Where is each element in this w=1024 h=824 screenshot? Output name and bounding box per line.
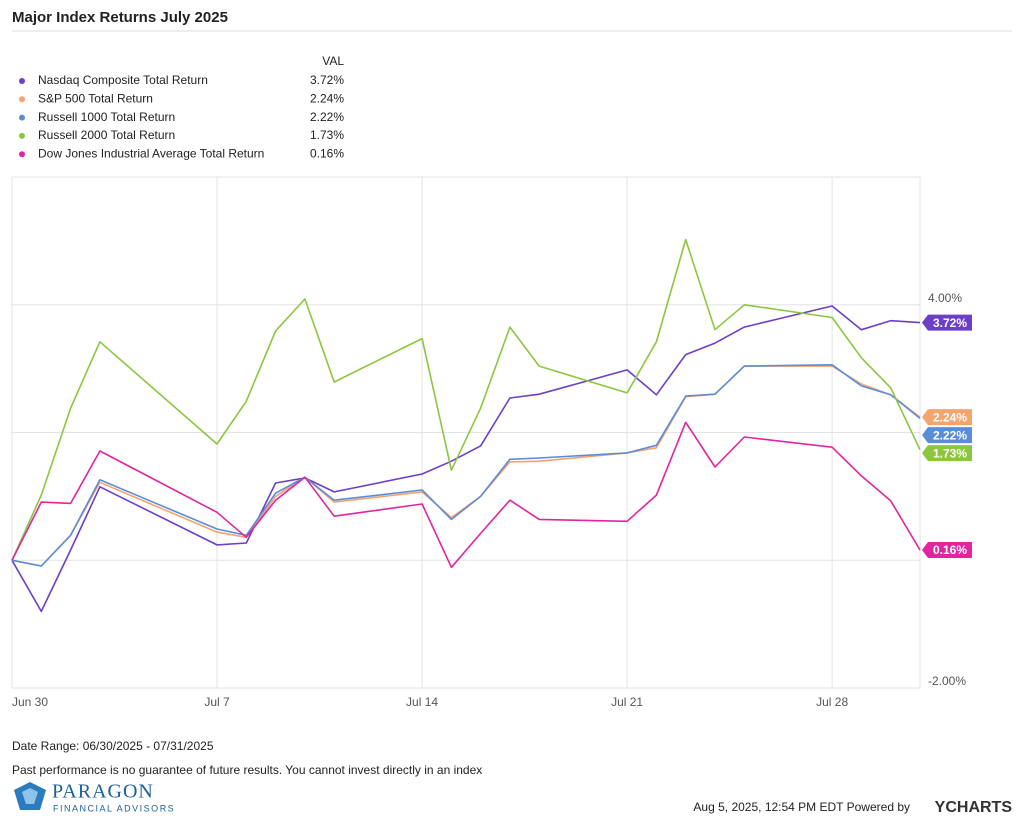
- value-tag: [922, 314, 972, 331]
- series-line: [11, 305, 921, 613]
- legend-marker: [19, 78, 25, 84]
- timestamp: Aug 5, 2025, 12:54 PM EDT Powered by: [693, 800, 910, 814]
- x-tick-label: Jul 14: [406, 695, 438, 709]
- y-tick-label: -2.00%: [928, 674, 966, 688]
- value-tag-label: 2.22%: [933, 428, 967, 442]
- value-tag: [922, 409, 972, 426]
- series-line: [11, 421, 921, 569]
- value-tag-label: 3.72%: [933, 316, 967, 330]
- logo-icon-inner: [22, 788, 38, 804]
- chart-title: Major Index Returns July 2025: [12, 9, 228, 26]
- date-range: Date Range: 06/30/2025 - 07/31/2025: [12, 739, 214, 753]
- value-tag: [922, 427, 972, 444]
- brand: YCHARTS: [935, 799, 1013, 816]
- legend-marker: [19, 132, 25, 139]
- legend-value: 0.16%: [310, 146, 344, 160]
- legend-value: 3.72%: [310, 73, 344, 87]
- legend-value: 2.22%: [310, 110, 344, 124]
- series-line: [11, 364, 921, 567]
- legend-label: Nasdaq Composite Total Return: [38, 73, 208, 87]
- logo-subtitle: FINANCIAL ADVISORS: [53, 803, 175, 813]
- value-tag: [922, 542, 972, 559]
- legend-value: 1.73%: [310, 128, 344, 142]
- value-tag-label: 2.24%: [933, 410, 967, 424]
- y-tick-label: 4.00%: [928, 291, 962, 305]
- value-tag: [922, 445, 972, 462]
- disclaimer: Past performance is no guarantee of futu…: [12, 763, 482, 777]
- legend-label: Russell 2000 Total Return: [38, 128, 175, 142]
- x-tick-label: Jul 28: [816, 695, 848, 709]
- legend-header: VAL: [322, 54, 344, 68]
- legend-label: Dow Jones Industrial Average Total Retur…: [38, 146, 264, 160]
- logo: PARAGON FINANCIAL ADVISORS: [14, 781, 175, 813]
- x-tick-label: Jul 21: [611, 695, 643, 709]
- legend-label: S&P 500 Total Return: [38, 91, 153, 105]
- series-line: [11, 238, 921, 561]
- x-tick-label: Jun 30: [12, 695, 48, 709]
- legend-marker: [19, 151, 25, 158]
- value-tag-label: 1.73%: [933, 446, 967, 460]
- x-tick-label: Jul 7: [204, 695, 230, 709]
- legend-marker: [19, 96, 25, 103]
- legend-value: 2.24%: [310, 91, 344, 105]
- logo-name: PARAGON: [52, 781, 154, 803]
- series-line: [11, 365, 921, 567]
- legend-label: Russell 1000 Total Return: [38, 110, 175, 124]
- legend-marker: [19, 114, 25, 121]
- value-tag-label: 0.16%: [933, 543, 967, 557]
